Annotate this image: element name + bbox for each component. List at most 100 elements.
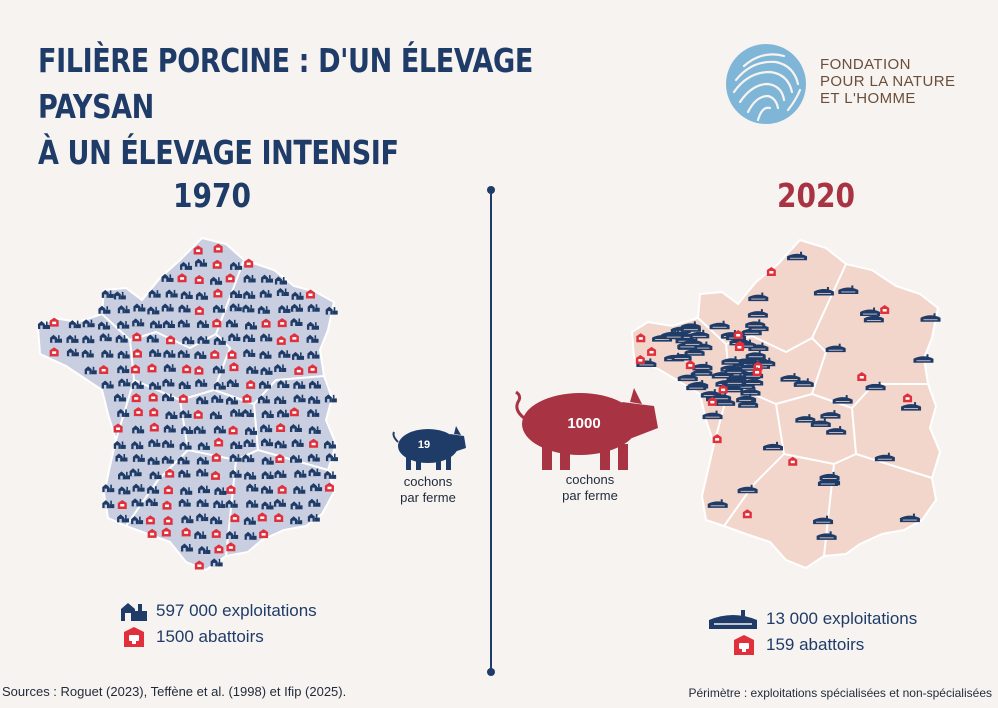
abattoir-marker bbox=[49, 317, 59, 327]
farm-marker bbox=[117, 350, 130, 359]
abattoir-marker bbox=[147, 528, 157, 538]
farm-marker bbox=[325, 453, 338, 462]
farm-marker bbox=[181, 515, 194, 524]
farm-marker bbox=[150, 320, 163, 329]
small-pig-icon: 19 bbox=[392, 426, 466, 470]
farm-marker bbox=[228, 333, 241, 342]
france-outline-2020 bbox=[630, 238, 942, 570]
farm-marker bbox=[113, 393, 126, 402]
industrial-farm-marker bbox=[813, 515, 834, 525]
abattoir-marker bbox=[210, 349, 220, 359]
abattoir-marker bbox=[226, 484, 236, 494]
farm-marker bbox=[290, 501, 303, 510]
abattoir-marker bbox=[857, 372, 867, 382]
farm-marker bbox=[198, 485, 211, 494]
farm-marker bbox=[214, 486, 227, 495]
page-title: FILIÈRE PORCINE : D'UN ÉLEVAGE PAYSAN À … bbox=[38, 38, 579, 176]
farm-marker bbox=[129, 468, 142, 477]
farm-marker bbox=[161, 303, 174, 312]
farm-marker bbox=[242, 454, 255, 463]
abattoir-marker bbox=[635, 355, 645, 365]
farm-marker bbox=[102, 500, 115, 509]
farm-marker bbox=[308, 380, 321, 389]
abattoir-marker bbox=[306, 289, 316, 299]
farm-marker bbox=[131, 380, 144, 389]
abattoir-marker bbox=[226, 542, 236, 552]
abattoir-markers-2020 bbox=[635, 267, 913, 519]
farm-marker bbox=[195, 378, 208, 387]
abattoir-marker bbox=[212, 318, 222, 328]
farm-marker bbox=[180, 543, 193, 552]
farm-marker bbox=[290, 516, 303, 525]
farm-marker bbox=[213, 381, 226, 390]
farm-marker bbox=[244, 531, 257, 540]
farm-marker bbox=[180, 486, 193, 495]
abattoir-marker bbox=[177, 273, 187, 283]
fingerprint-globe-icon bbox=[726, 44, 806, 124]
abattoir-marker bbox=[636, 333, 646, 343]
farm-marker bbox=[212, 304, 225, 313]
farm-marker bbox=[307, 513, 320, 522]
farm-icon bbox=[121, 603, 147, 621]
industrial-farm-marker bbox=[793, 378, 814, 387]
farm-marker bbox=[245, 426, 258, 435]
abattoir-marker bbox=[647, 346, 657, 356]
abattoir-marker bbox=[193, 409, 203, 419]
abattoir-marker bbox=[131, 393, 141, 403]
abattoir-marker bbox=[228, 425, 238, 435]
farm-marker bbox=[229, 303, 242, 312]
farm-marker bbox=[276, 288, 289, 297]
farm-marker bbox=[197, 441, 210, 450]
abattoir-marker bbox=[149, 407, 159, 417]
industrial-farm-marker bbox=[689, 329, 710, 339]
farm-marker bbox=[197, 335, 210, 344]
farm-marker bbox=[229, 469, 242, 478]
big-pig-value: 1000 bbox=[567, 415, 600, 432]
farm-marker bbox=[113, 440, 126, 449]
farm-marker bbox=[226, 530, 239, 539]
farm-marker bbox=[243, 274, 256, 283]
farm-marker bbox=[133, 303, 146, 312]
industrial-farm-marker bbox=[899, 513, 920, 523]
abattoir-marker bbox=[903, 393, 913, 403]
abattoir-marker bbox=[274, 513, 284, 523]
farm-marker bbox=[289, 423, 302, 432]
abattoir-marker bbox=[324, 482, 334, 492]
farm-marker bbox=[306, 334, 319, 343]
legend-row-abattoirs-2020: 159 abattoirs bbox=[708, 632, 917, 658]
farm-marker bbox=[50, 334, 63, 343]
abattoir-marker bbox=[194, 274, 204, 284]
abattoir-marker bbox=[211, 452, 221, 462]
farm-marker bbox=[81, 349, 94, 358]
abattoir-marker bbox=[165, 468, 175, 478]
abattoir-marker bbox=[276, 422, 286, 432]
farm-marker bbox=[308, 395, 321, 404]
farm-marker bbox=[293, 394, 306, 403]
farm-marker bbox=[149, 381, 162, 390]
farm-marker bbox=[179, 441, 192, 450]
farm-marker bbox=[115, 453, 128, 462]
farm-marker bbox=[274, 363, 287, 372]
farm-marker bbox=[306, 321, 319, 330]
farm-marker bbox=[101, 349, 114, 358]
abattoir-marker bbox=[130, 364, 140, 374]
abattoir-marker bbox=[214, 437, 224, 447]
abattoir-marker bbox=[193, 245, 203, 255]
farm-marker bbox=[260, 333, 273, 342]
farm-marker bbox=[243, 516, 256, 525]
industrial-farm-marker bbox=[826, 426, 847, 435]
abattoir-marker bbox=[707, 396, 717, 406]
abattoir-marker bbox=[261, 318, 271, 328]
industrial-farm-marker bbox=[747, 309, 768, 318]
farm-marker bbox=[198, 545, 211, 554]
farm-marker bbox=[182, 336, 195, 345]
abattoir-marker bbox=[230, 513, 240, 523]
farm-marker bbox=[257, 305, 270, 314]
farm-marker bbox=[324, 394, 337, 403]
abattoir-marker bbox=[229, 362, 239, 372]
farm-marker bbox=[257, 395, 270, 404]
abattoir-marker bbox=[276, 335, 286, 345]
abattoir-marker bbox=[246, 379, 256, 389]
legend-row-farms-1970: 597 000 exploitations bbox=[120, 598, 317, 624]
abattoir-marker bbox=[289, 407, 299, 417]
